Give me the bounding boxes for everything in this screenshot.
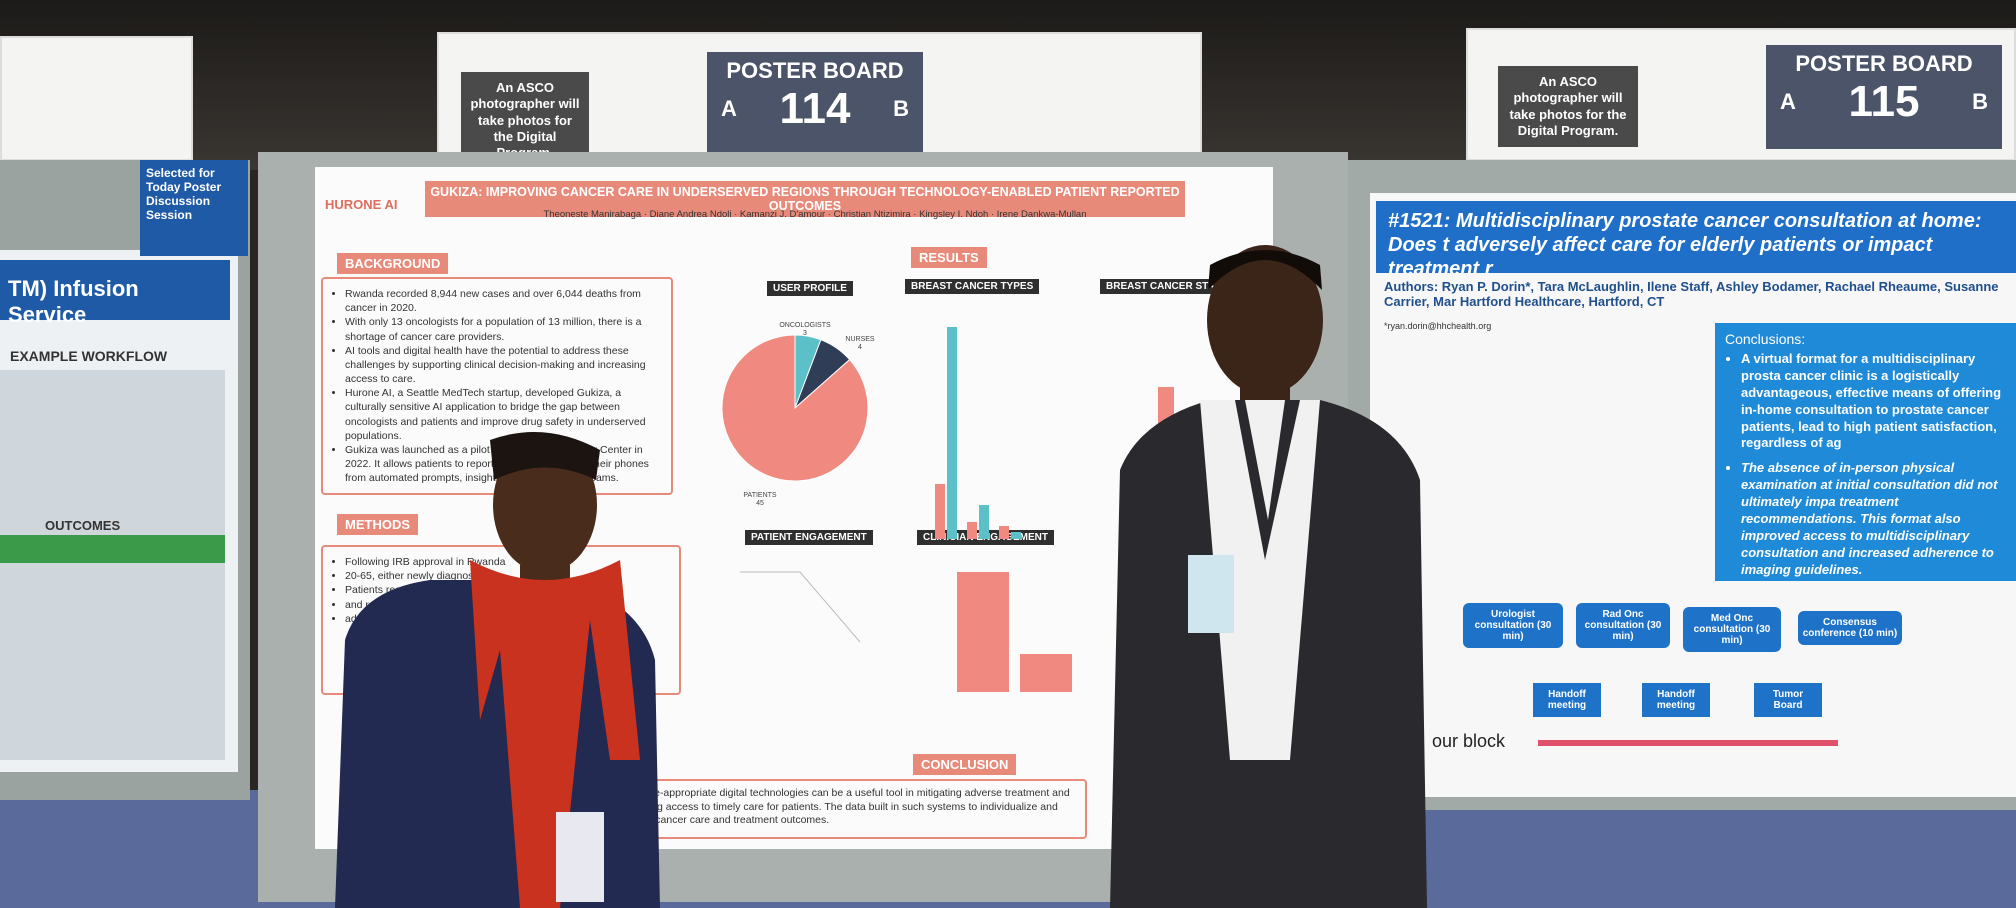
step: Urologist consultation (30 min): [1463, 603, 1563, 648]
left-poster: Selected for Today Poster Discussion Ses…: [0, 160, 248, 772]
authors: Theoneste Manirabaga · Diane Andrea Ndol…: [543, 209, 1087, 220]
block-label: our block: [1432, 731, 1506, 751]
board-number: POSTER BOARD A 115 B: [1766, 45, 2002, 149]
bar-decor: [979, 505, 989, 539]
man: [1110, 245, 1427, 908]
heading: EXAMPLE WORKFLOW: [10, 348, 168, 364]
handoff: Tumor Board: [1754, 683, 1822, 717]
email: *ryan.dorin@hhchealth.org: [1384, 321, 1492, 331]
number: 114: [779, 84, 851, 133]
slice-label: ONCOLOGISTS: [779, 322, 831, 329]
workflow: [0, 370, 225, 760]
step: Consensus conference (10 min): [1798, 611, 1902, 645]
handoff: Handoff meeting: [1642, 683, 1710, 717]
poster-title: TM) Infusion Service: [0, 260, 230, 327]
side: A: [721, 96, 737, 121]
board-label: POSTER BOARD: [726, 58, 904, 83]
banner: Selected for Today Poster Discussion Ses…: [140, 160, 248, 256]
chart-title: PATIENT ENGAGEMENT: [745, 530, 873, 545]
bullet: Following IRB approval in Rwanda: [345, 555, 673, 569]
heading: OUTCOMES: [45, 518, 121, 533]
step: Med Onc consultation (30 min): [1683, 607, 1781, 652]
bullet: 20-65, either newly diagnosed: [345, 569, 673, 583]
conclusions-heading: Conclusions:: [1725, 331, 1806, 347]
section-header: RESULTS: [911, 247, 987, 268]
bullet: Rwanda recorded 8,944 new cases and over…: [345, 287, 665, 315]
pie-slice: [721, 334, 869, 482]
section-header: CONCLUSION: [913, 754, 1017, 775]
slice-value: 4: [858, 344, 862, 351]
section-header: METHODS: [337, 514, 418, 535]
side: B: [893, 96, 909, 121]
chart-title: USER PROFILE: [767, 281, 853, 296]
woman: [335, 432, 660, 908]
conclusions-box: Conclusions: A virtual format for a mult…: [1715, 323, 2016, 581]
right-poster: #1521: Multidisciplinary prostate cancer…: [1370, 193, 2016, 797]
slice-value: 3: [803, 330, 807, 337]
header-board: An ASCO photographer will take photos fo…: [1466, 28, 2016, 161]
line-decor: [740, 571, 861, 643]
brand: HURONE AI: [325, 197, 398, 212]
section-header: BACKGROUND: [337, 253, 449, 274]
table-header: [0, 535, 225, 563]
bar-decor: [957, 572, 1009, 692]
step: Rad Onc consultation (30 min): [1576, 603, 1670, 648]
slice-value: 45: [756, 500, 764, 507]
bullet: AI tools and digital health have the pot…: [345, 344, 665, 387]
side: B: [1972, 89, 1988, 114]
bar-decor: [1020, 654, 1072, 692]
conclusion: A virtual format for a multidisciplinary…: [1741, 351, 2006, 452]
bullet: With only 13 oncologists for a populatio…: [345, 315, 665, 343]
number: 115: [1848, 77, 1920, 126]
board-number: POSTER BOARD A 114 B: [707, 52, 923, 154]
handoff: Handoff meeting: [1533, 683, 1601, 717]
chart-title: BREAST CANCER STA: [1100, 279, 1221, 294]
bar-decor: [967, 522, 977, 539]
bar-decor: [935, 484, 945, 539]
arrow: [1538, 740, 1838, 746]
notice: An ASCO photographer will take photos fo…: [1498, 66, 1638, 147]
bar-decor: [999, 526, 1009, 539]
slice-label: NURSES: [845, 336, 875, 343]
center-poster: HURONE AI GUKIZA: IMPROVING CANCER CARE …: [315, 167, 1273, 849]
poster-title: GUKIZA: IMPROVING CANCER CARE IN UNDERSE…: [425, 181, 1185, 217]
board-label: POSTER BOARD: [1795, 51, 1973, 76]
bullet: Hurone AI, a Seattle MedTech startup, de…: [345, 386, 665, 443]
poster-title: #1521: Multidisciplinary prostate cancer…: [1376, 201, 2016, 273]
bar-decor: [1011, 532, 1021, 539]
side: A: [1780, 89, 1796, 114]
authors: Authors: Ryan P. Dorin*, Tara McLaughlin…: [1384, 279, 1999, 309]
chart-title: BREAST CANCER TYPES: [905, 279, 1040, 294]
slice-label: PATIENTS: [743, 492, 777, 499]
conclusion: The absence of in-person physical examin…: [1741, 460, 2006, 578]
bar-decor: [947, 327, 957, 539]
